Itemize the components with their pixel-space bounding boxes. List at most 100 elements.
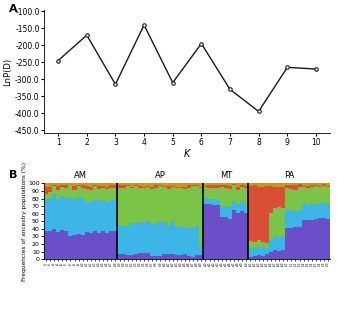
Bar bbox=[302, 186, 306, 187]
Bar bbox=[162, 183, 166, 186]
Bar bbox=[248, 241, 252, 249]
Bar bbox=[310, 203, 314, 220]
Bar bbox=[60, 183, 64, 185]
Bar bbox=[175, 188, 179, 227]
Bar bbox=[314, 185, 318, 187]
Bar bbox=[146, 253, 150, 259]
Bar bbox=[56, 232, 60, 259]
Bar bbox=[224, 183, 228, 185]
Bar bbox=[150, 187, 154, 189]
Bar bbox=[204, 186, 208, 188]
Bar bbox=[134, 186, 138, 223]
Bar bbox=[93, 231, 97, 259]
Bar bbox=[150, 256, 154, 259]
Bar bbox=[228, 189, 232, 207]
Bar bbox=[72, 190, 76, 199]
X-axis label: K: K bbox=[184, 149, 190, 159]
Bar bbox=[126, 226, 130, 255]
Bar bbox=[195, 186, 199, 226]
Bar bbox=[285, 183, 289, 185]
Bar bbox=[281, 187, 285, 208]
Bar bbox=[150, 189, 154, 224]
Bar bbox=[162, 222, 166, 254]
Bar bbox=[105, 183, 109, 187]
Bar bbox=[298, 187, 302, 210]
Bar bbox=[277, 251, 281, 259]
Bar bbox=[113, 200, 118, 231]
Bar bbox=[228, 207, 232, 219]
Bar bbox=[256, 247, 261, 255]
Bar bbox=[208, 189, 212, 199]
Bar bbox=[277, 183, 281, 187]
Bar bbox=[252, 185, 256, 242]
Bar bbox=[44, 187, 48, 194]
Bar bbox=[248, 257, 252, 259]
Bar bbox=[281, 236, 285, 249]
Bar bbox=[81, 188, 85, 198]
Bar bbox=[302, 203, 306, 220]
Bar bbox=[310, 185, 314, 187]
Bar bbox=[318, 218, 322, 259]
Bar bbox=[208, 204, 212, 259]
Bar bbox=[166, 189, 171, 226]
Bar bbox=[134, 223, 138, 254]
Bar bbox=[171, 187, 175, 221]
Bar bbox=[56, 186, 60, 190]
Bar bbox=[256, 183, 261, 187]
Bar bbox=[85, 190, 89, 202]
Bar bbox=[126, 183, 130, 185]
Bar bbox=[113, 188, 118, 200]
Bar bbox=[298, 184, 302, 187]
Bar bbox=[240, 211, 244, 259]
Bar bbox=[146, 222, 150, 253]
Bar bbox=[204, 183, 208, 186]
Text: B: B bbox=[9, 170, 18, 180]
Bar bbox=[122, 188, 126, 226]
Bar bbox=[76, 197, 81, 234]
Bar bbox=[187, 185, 191, 188]
Bar bbox=[199, 187, 204, 188]
Bar bbox=[48, 231, 52, 259]
Bar bbox=[256, 240, 261, 247]
Bar bbox=[146, 183, 150, 186]
Bar bbox=[244, 204, 248, 213]
Bar bbox=[183, 228, 187, 254]
Bar bbox=[232, 184, 236, 185]
Bar bbox=[326, 186, 330, 187]
Bar bbox=[216, 183, 220, 185]
Bar bbox=[195, 226, 199, 255]
Bar bbox=[248, 249, 252, 257]
Y-axis label: Frequencies of ancestry populations (%): Frequencies of ancestry populations (%) bbox=[22, 162, 27, 281]
Bar bbox=[81, 185, 85, 188]
Bar bbox=[183, 190, 187, 228]
Bar bbox=[52, 194, 56, 229]
Bar bbox=[314, 219, 318, 259]
Bar bbox=[56, 190, 60, 199]
Bar bbox=[195, 183, 199, 185]
Bar bbox=[109, 199, 113, 231]
Bar bbox=[93, 199, 97, 231]
Bar bbox=[64, 185, 68, 188]
Bar bbox=[81, 183, 85, 185]
Bar bbox=[240, 187, 244, 201]
Bar bbox=[208, 199, 212, 204]
Bar bbox=[179, 188, 183, 226]
Bar bbox=[130, 255, 134, 259]
Bar bbox=[322, 186, 326, 202]
Bar bbox=[175, 255, 179, 259]
Bar bbox=[294, 183, 298, 185]
Bar bbox=[162, 254, 166, 259]
Bar bbox=[256, 187, 261, 240]
Bar bbox=[195, 255, 199, 259]
Bar bbox=[232, 201, 236, 210]
Bar bbox=[68, 236, 72, 259]
Bar bbox=[138, 222, 142, 253]
Bar bbox=[93, 186, 97, 199]
Bar bbox=[134, 254, 138, 259]
Bar bbox=[52, 183, 56, 185]
Bar bbox=[76, 183, 81, 185]
Bar bbox=[236, 187, 240, 190]
Bar bbox=[216, 188, 220, 199]
Bar bbox=[285, 228, 289, 259]
Bar bbox=[240, 183, 244, 185]
